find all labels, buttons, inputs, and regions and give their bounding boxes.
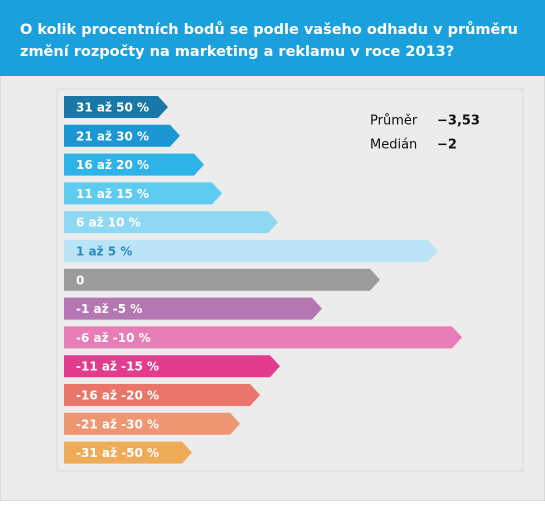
bar-label: -1 až -5 % [76,302,142,316]
bar [64,182,222,205]
bar [64,384,260,406]
bar-label: 6 až 10 % [76,216,141,230]
bar [64,441,192,464]
panel [56,88,524,472]
bar-label: -21 až -30 % [76,417,159,431]
bar-label: -6 až -10 % [76,331,151,345]
bar-label: 21 až 30 % [76,129,149,143]
bar-label: -16 až -20 % [76,389,159,403]
bar-label: 1 až 5 % [76,245,132,259]
bar-label: 11 až 15 % [76,187,149,201]
annotation-label: Medián [370,138,417,153]
bar [64,153,204,176]
header [0,0,545,76]
bar-label: -11 až -15 % [76,360,159,374]
bar-label: -31 až -50 % [76,446,159,460]
chart-title: O kolik procentních bodů se podle vašeho… [20,21,518,60]
annotation-value: −2 [437,138,457,153]
bar-label: 0 [76,273,84,287]
bar [64,412,240,435]
bar [64,211,278,234]
bar [64,96,168,118]
bar-label: 31 až 50 % [76,101,149,115]
bar-label: 16 až 20 % [76,158,149,172]
annotation-label: Průměr [370,114,418,129]
bar [64,297,322,320]
bar [64,355,280,378]
annotation-value: −3,53 [437,114,480,129]
bar [64,124,180,147]
bar [64,268,380,291]
bar [64,240,438,262]
bar [64,326,462,349]
